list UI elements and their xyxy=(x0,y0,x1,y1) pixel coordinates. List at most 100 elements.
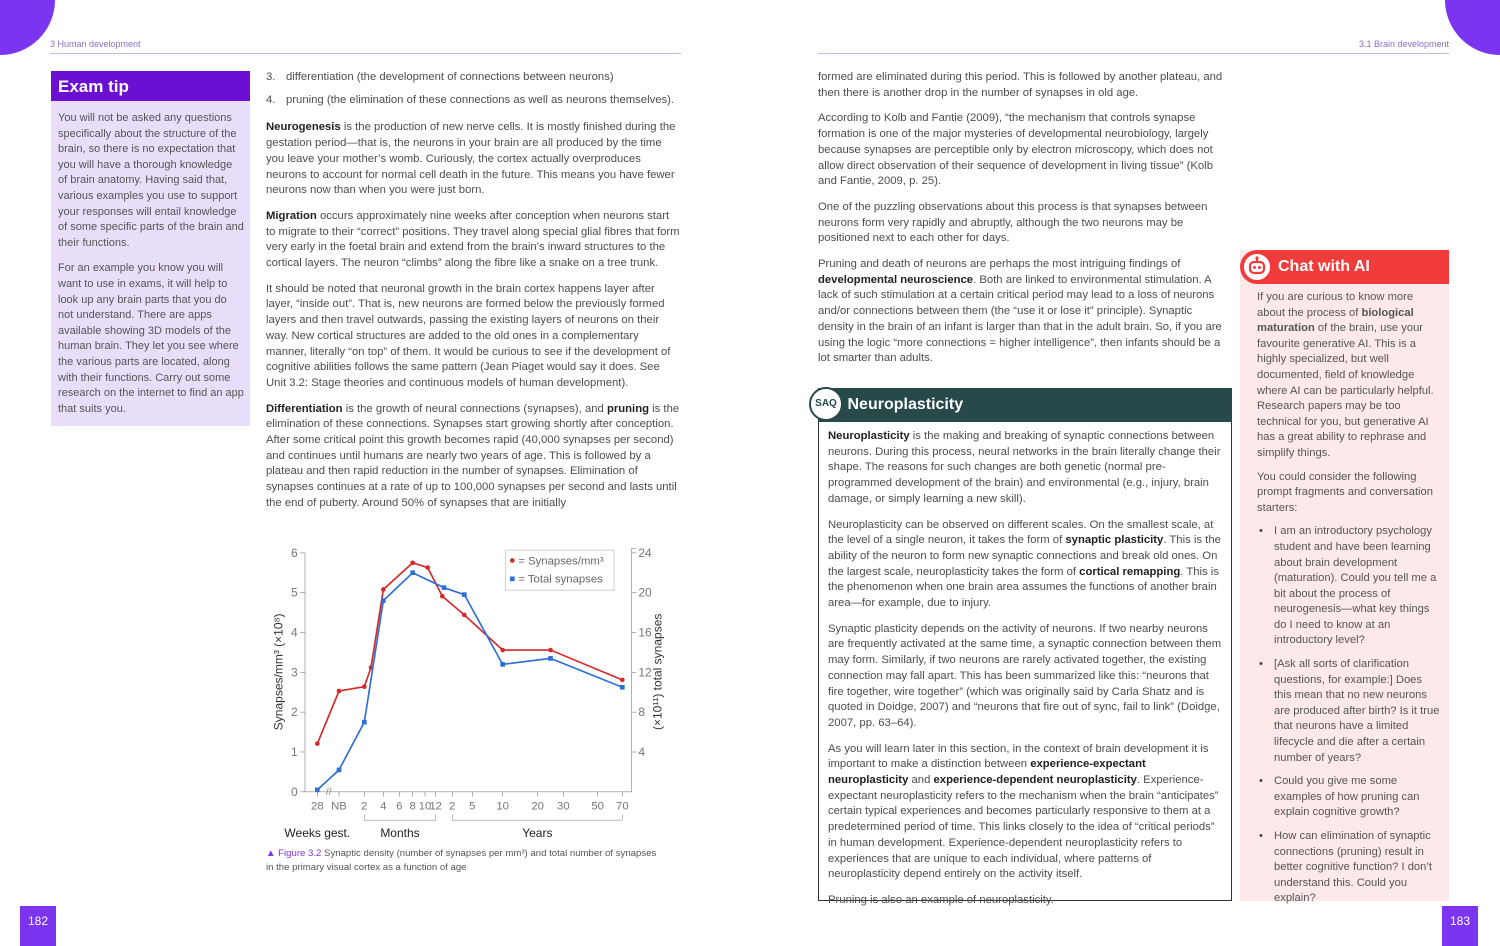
paragraph-text: It should be noted that neuronal growth … xyxy=(266,282,671,389)
x-tick-label: 30 xyxy=(557,801,570,813)
saq-box: Neuroplasticity SAQ Neuroplasticity is t… xyxy=(809,387,1232,906)
months-bracket xyxy=(364,814,436,821)
y-tick-label: 4 xyxy=(291,626,298,640)
data-point xyxy=(362,684,367,690)
paragraph: As you will learn later in this section,… xyxy=(828,742,1226,883)
paragraph-text: Pruning is also an example of neuroplast… xyxy=(828,893,1054,906)
x-tick-label: 2 xyxy=(361,801,367,813)
paragraph: Migration occurs approximately nine week… xyxy=(266,209,680,272)
saq-badge: SAQ xyxy=(809,387,843,421)
page-number-left: 182 xyxy=(20,906,56,946)
paragraph: Pruning is also an example of neuroplast… xyxy=(828,893,1226,909)
list-item: 4. pruning (the elimination of these conn… xyxy=(266,93,680,109)
y2-tick-label: 24 xyxy=(638,546,652,560)
prompt-item: Could you give me some examples of how p… xyxy=(1257,774,1441,821)
data-point xyxy=(462,612,467,618)
y2-axis-label: (×10¹¹) total synapses xyxy=(651,614,665,730)
paragraph: If you are curious to know more about th… xyxy=(1257,290,1441,462)
x-tick-label: 6 xyxy=(396,801,402,813)
paragraph: Neuroplasticity can be observed on diffe… xyxy=(828,518,1226,612)
data-point xyxy=(462,592,467,597)
exam-tip-box: Exam tip You will not be asked any quest… xyxy=(51,71,250,426)
x-tick-label: 4 xyxy=(380,801,386,813)
paragraph-text: You could consider the following prompt … xyxy=(1257,470,1433,514)
paragraph-text: One of the puzzling observations about t… xyxy=(818,200,1208,245)
corner-decoration-right xyxy=(1445,0,1500,55)
key-term: Neuroplasticity xyxy=(828,430,910,442)
x-group-label-years: Years xyxy=(522,826,552,840)
x-tick-label: 50 xyxy=(591,801,604,813)
paragraph-text: . Experience-expectant neuroplasticity r… xyxy=(828,774,1219,881)
y-tick-label: 0 xyxy=(291,785,298,799)
paragraph-text: is the production of new nerve cells. It… xyxy=(266,121,676,197)
key-term: biological maturation xyxy=(1257,306,1414,335)
data-point xyxy=(620,677,625,683)
triangle-icon: ▲ xyxy=(266,848,276,859)
data-point xyxy=(362,719,367,725)
figure-label: Figure 3.2 xyxy=(278,848,322,859)
legend-marker-total-synapses xyxy=(510,576,515,582)
x-tick-label: 70 xyxy=(616,801,629,813)
paragraph: It should be noted that neuronal growth … xyxy=(266,282,680,392)
data-point xyxy=(381,598,386,603)
y-tick-label: 5 xyxy=(291,586,298,600)
legend-marker-synapses-density xyxy=(510,558,515,563)
y-axis-label: Synapses/mm³ (×10⁸) xyxy=(271,613,285,730)
series-line-0 xyxy=(316,561,623,744)
key-term: pruning xyxy=(606,402,649,415)
data-point xyxy=(425,565,430,570)
paragraph: Neurogenesis is the production of new ne… xyxy=(266,120,680,199)
y-tick-label: 2 xyxy=(291,705,298,719)
data-point xyxy=(336,767,342,773)
paragraph-text: of the brain, use your favourite generat… xyxy=(1257,322,1434,459)
data-point xyxy=(336,688,342,694)
paragraph: According to Kolb and Fantie (2009), “th… xyxy=(818,111,1228,190)
x-tick-label: 12 xyxy=(429,801,442,813)
prompt-list: I am an introductory psychology student … xyxy=(1257,524,1441,907)
y2-tick-label: 20 xyxy=(638,586,652,600)
figure-caption-text: Synaptic density (number of synapses per… xyxy=(266,848,657,873)
prompt-item: I am an introductory psychology student … xyxy=(1257,524,1441,649)
data-point xyxy=(548,656,553,661)
paragraph-text: occurs approximately nine weeks after co… xyxy=(266,209,680,270)
list-text: pruning (the elimination of these connec… xyxy=(286,93,675,106)
key-term: developmental neuroscience xyxy=(818,273,974,286)
paragraph: formed are eliminated during this period… xyxy=(818,70,1228,101)
page-number-right: 183 xyxy=(1442,906,1478,946)
exam-tip-paragraph: For an example you know you will want to… xyxy=(58,262,244,415)
data-point xyxy=(500,647,505,653)
paragraph-text: As you will learn later in this section,… xyxy=(828,742,1209,771)
running-head-right: 3.1 Brain development xyxy=(818,39,1449,54)
x-tick-label: 10 xyxy=(419,801,432,813)
paragraph-text: Pruning and death of neurons are perhaps… xyxy=(818,258,1181,271)
y2-tick-label: 16 xyxy=(638,626,652,640)
saq-header: Neuroplasticity xyxy=(817,387,1232,422)
paragraph-text: If you are curious to know more about th… xyxy=(1257,291,1414,319)
data-point xyxy=(381,587,386,592)
key-term: Differentiation xyxy=(266,402,343,415)
list-text: differentiation (the development of conn… xyxy=(286,71,614,83)
paragraph-text: is the elimination of these connections.… xyxy=(266,402,680,509)
x-tick-label: 10 xyxy=(496,801,509,813)
chat-with-ai-box: Chat with AI If you are curious to know … xyxy=(1240,250,1449,904)
key-term: Neurogenesis xyxy=(266,121,341,134)
right-main-column: formed are eliminated during this period… xyxy=(818,70,1228,377)
data-point xyxy=(440,593,445,599)
y2-tick-label: 4 xyxy=(638,745,645,759)
paragraph-text: is the making and breaking of synaptic c… xyxy=(828,430,1221,505)
paragraph: You could consider the following prompt … xyxy=(1257,470,1441,517)
x-tick-label: 20 xyxy=(531,801,544,813)
y-tick-label: 3 xyxy=(291,665,298,679)
x-group-label-months: Months xyxy=(380,826,419,840)
chat-with-ai-header: Chat with AI xyxy=(1240,250,1449,284)
figure-caption: ▲ Figure 3.2 Synaptic density (number of… xyxy=(266,847,666,875)
x-tick-label: 2 xyxy=(449,801,455,813)
years-bracket xyxy=(452,814,623,821)
robot-icon xyxy=(1242,252,1272,282)
paragraph-text: According to Kolb and Fantie (2009), “th… xyxy=(818,112,1213,188)
y2-tick-label: 12 xyxy=(638,665,652,679)
y-tick-label: 1 xyxy=(291,745,298,759)
paragraph-text: formed are eliminated during this period… xyxy=(818,71,1223,99)
chat-with-ai-title: Chat with AI xyxy=(1278,258,1370,275)
